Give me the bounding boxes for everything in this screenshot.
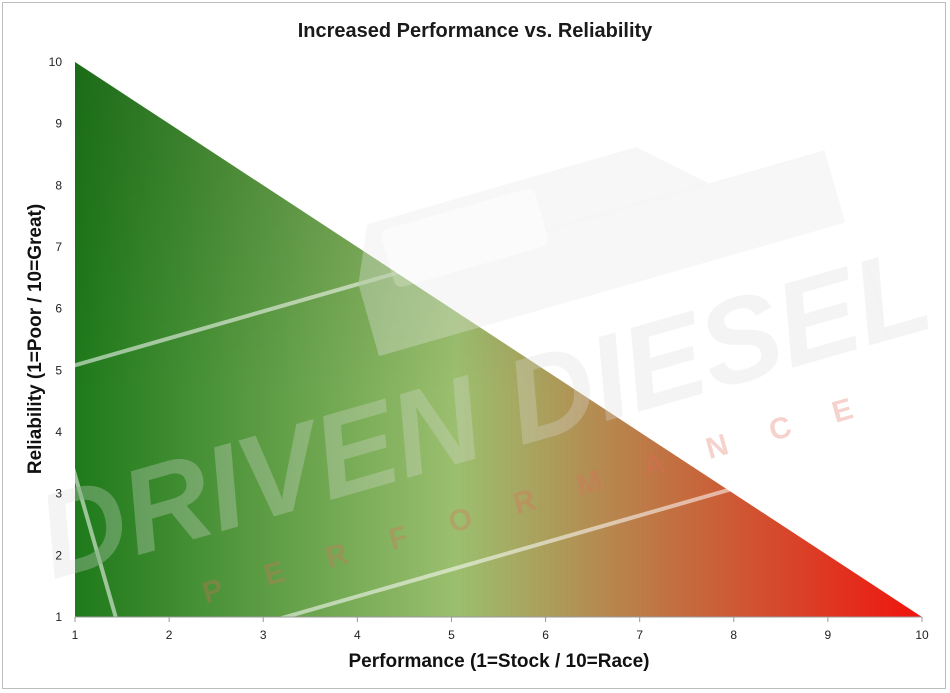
y-tick-label: 4	[55, 425, 62, 439]
y-tick-label: 7	[55, 240, 62, 254]
area-shading	[75, 62, 922, 617]
y-tick-label: 2	[55, 548, 62, 562]
y-tick-label: 5	[55, 363, 62, 377]
x-tick-label: 8	[730, 628, 737, 642]
x-tick-label: 7	[636, 628, 643, 642]
x-tick-label: 2	[166, 628, 173, 642]
x-tick-label: 3	[260, 628, 267, 642]
x-tick-label: 10	[915, 628, 929, 642]
x-tick-label: 6	[542, 628, 549, 642]
y-tick-label: 6	[55, 302, 62, 316]
y-tick-label: 3	[55, 487, 62, 501]
y-tick-label: 8	[55, 178, 62, 192]
x-axis-title: Performance (1=Stock / 10=Race)	[349, 651, 650, 672]
y-tick-label: 10	[49, 55, 63, 69]
y-tick-label: 1	[55, 610, 62, 624]
x-tick-label: 5	[448, 628, 455, 642]
y-tick-label: 9	[55, 117, 62, 131]
y-axis-title: Reliability (1=Poor / 10=Great)	[25, 204, 46, 474]
chart-title: Increased Performance vs. Reliability	[298, 20, 653, 42]
x-tick-label: 4	[354, 628, 361, 642]
x-tick-label: 9	[825, 628, 832, 642]
x-tick-label: 1	[72, 628, 79, 642]
